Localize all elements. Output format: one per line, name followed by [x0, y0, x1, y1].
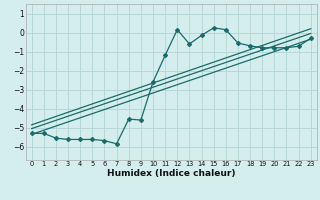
X-axis label: Humidex (Indice chaleur): Humidex (Indice chaleur) — [107, 169, 236, 178]
